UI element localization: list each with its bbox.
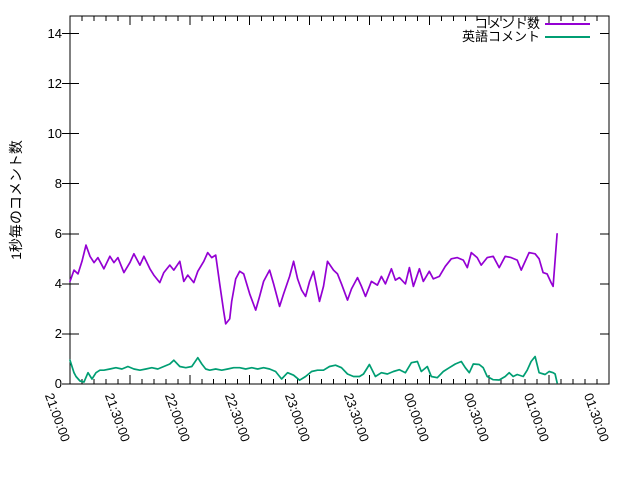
y-tick-label: 10 [47, 125, 62, 141]
y-tick-label: 2 [54, 325, 62, 341]
data-series [69, 232, 558, 384]
y-tick-label: 0 [54, 376, 62, 391]
y-tick-label: 12 [47, 75, 62, 91]
series-line-1 [69, 355, 558, 384]
axis-ticks [62, 16, 610, 385]
legend-line-sample-1 [545, 36, 590, 38]
series-line-0 [69, 232, 558, 325]
plot-border [69, 15, 610, 385]
y-axis-title: 1秒毎のコメント数 [8, 140, 24, 260]
legend-line-sample-0 [545, 23, 590, 25]
y-tick-label: 8 [54, 175, 62, 191]
legend-label-0: コメント数 [474, 16, 540, 31]
plot-frame [69, 15, 610, 385]
legend-label-1: 英語コメント [461, 29, 540, 44]
y-tick-label: 14 [47, 25, 62, 41]
y-tick-label: 4 [54, 275, 62, 291]
y-tick-label: 6 [54, 225, 62, 241]
